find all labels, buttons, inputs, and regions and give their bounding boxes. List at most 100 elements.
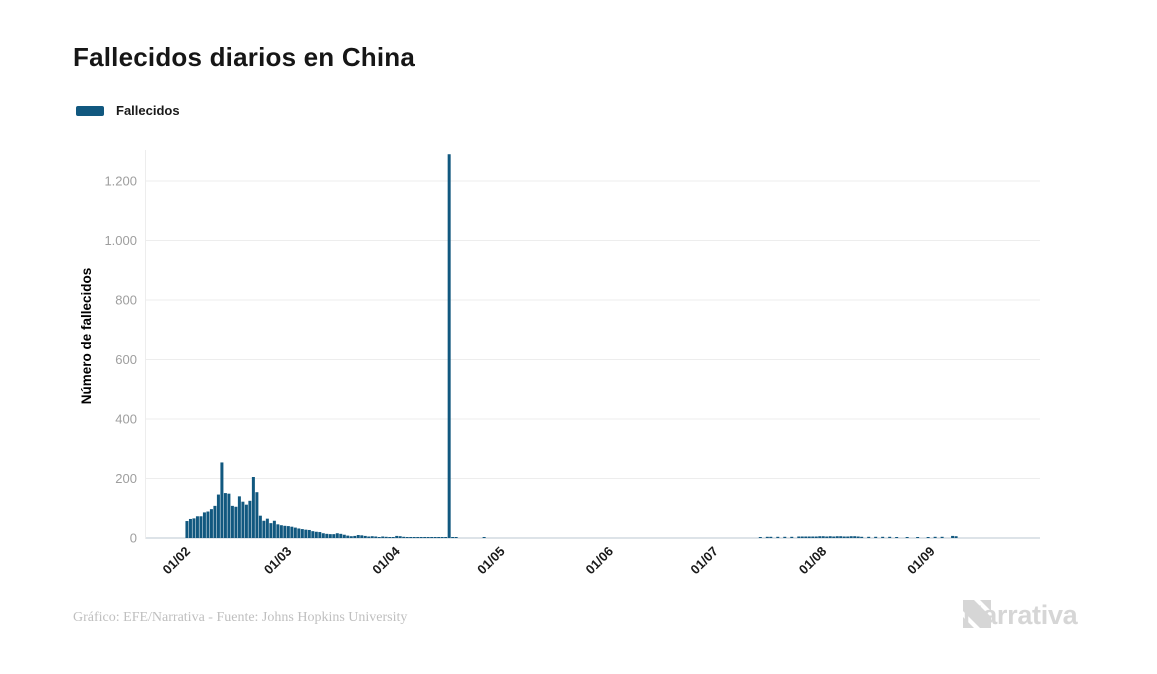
bar <box>811 536 815 538</box>
bar <box>188 518 192 538</box>
bar <box>244 504 248 538</box>
bar <box>860 536 864 538</box>
bar <box>888 536 892 538</box>
bar <box>933 536 937 538</box>
bar <box>300 529 304 538</box>
bar <box>916 537 920 538</box>
bar <box>377 537 381 538</box>
bar <box>384 536 388 538</box>
bar <box>825 536 829 538</box>
bar <box>258 515 262 538</box>
bar <box>444 537 448 538</box>
legend-swatch <box>76 105 104 116</box>
bar <box>272 520 276 538</box>
bar <box>447 154 451 539</box>
bar <box>199 516 203 538</box>
bar <box>395 535 399 538</box>
bar <box>832 536 836 538</box>
bar <box>349 536 353 538</box>
bar <box>951 535 955 538</box>
bar <box>776 536 780 538</box>
y-tick-label: 800 <box>115 293 137 308</box>
narrativa-logo: Narrativa <box>963 600 1078 631</box>
bar <box>783 536 787 538</box>
bar <box>251 477 255 538</box>
bar <box>241 501 245 538</box>
bar <box>940 536 944 538</box>
bar <box>209 509 213 538</box>
bar <box>388 537 392 538</box>
bar <box>216 494 220 538</box>
bar <box>881 536 885 538</box>
bar <box>451 537 455 538</box>
bar <box>335 533 339 538</box>
bar <box>402 536 406 538</box>
y-tick-label: 400 <box>115 412 137 427</box>
bar <box>874 536 878 538</box>
bar <box>835 536 839 538</box>
y-tick-label: 1.000 <box>104 233 137 248</box>
bar <box>230 505 234 538</box>
bar <box>293 527 297 538</box>
bar <box>286 526 290 538</box>
bar <box>342 534 346 538</box>
bar <box>353 535 357 538</box>
bar <box>765 536 769 538</box>
x-tick-label: 01/04 <box>369 543 403 577</box>
bar <box>797 536 801 538</box>
bar <box>440 537 444 538</box>
legend-item-fallecidos[interactable]: Fallecidos <box>76 103 180 118</box>
bar <box>433 537 437 538</box>
bar <box>839 536 843 538</box>
bar <box>314 531 318 538</box>
bar <box>437 537 441 538</box>
bar <box>800 536 804 538</box>
bar <box>332 534 336 538</box>
y-axis-title: Número de fallecidos <box>79 268 94 405</box>
bar <box>426 537 430 538</box>
bar <box>363 535 367 538</box>
bar <box>814 536 818 538</box>
bar <box>818 536 822 538</box>
y-tick-label: 1.200 <box>104 174 137 189</box>
narrativa-logo-icon <box>963 600 991 628</box>
bar <box>206 511 210 538</box>
bar <box>454 537 458 538</box>
x-tick-label: 01/07 <box>687 544 721 578</box>
bar <box>905 537 909 538</box>
bar <box>412 537 416 538</box>
y-tick-label: 0 <box>130 531 137 546</box>
bar <box>290 526 294 538</box>
bar <box>325 533 329 539</box>
bar <box>846 536 850 538</box>
bar <box>265 518 269 538</box>
bar <box>391 537 395 538</box>
bar <box>867 536 871 538</box>
bar <box>821 536 825 538</box>
page-title: Fallecidos diarios en China <box>73 42 416 72</box>
bar <box>381 536 385 538</box>
bar <box>255 492 259 538</box>
bar <box>356 535 360 538</box>
bar <box>849 536 853 538</box>
bar <box>409 537 413 538</box>
bar <box>195 516 199 538</box>
bar <box>398 536 402 538</box>
bar <box>419 537 423 538</box>
bar <box>269 523 273 539</box>
bar <box>482 537 486 538</box>
bar <box>430 537 434 538</box>
bar <box>895 537 899 538</box>
x-tick-label: 01/02 <box>159 544 193 578</box>
bar <box>307 529 311 538</box>
bar <box>297 528 301 538</box>
x-tick-label: 01/03 <box>261 544 295 578</box>
bar <box>227 493 231 538</box>
x-tick-label: 01/05 <box>474 544 508 578</box>
bar <box>223 493 227 538</box>
bar <box>328 534 332 538</box>
x-tick-label: 01/08 <box>796 544 830 578</box>
bar <box>807 536 811 538</box>
y-tick-label: 600 <box>115 352 137 367</box>
